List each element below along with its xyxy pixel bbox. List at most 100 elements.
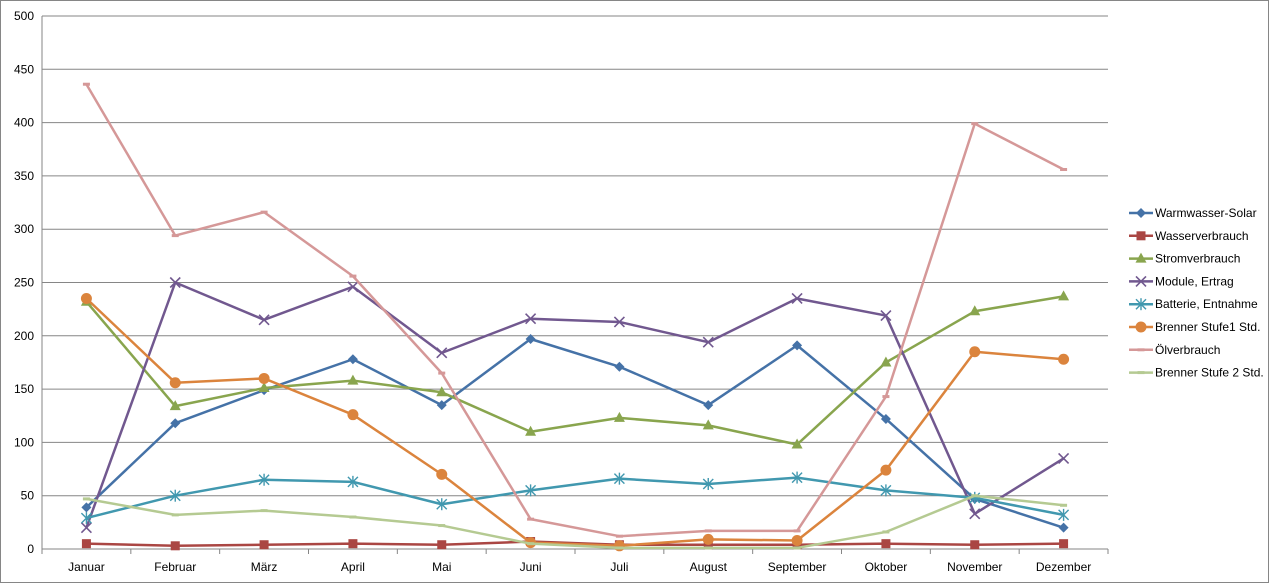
legend-label: Brenner Stufe1 Std.	[1155, 320, 1260, 334]
legend-item: Brenner Stufe1 Std.	[1129, 320, 1260, 334]
gridlines	[42, 15, 1108, 497]
data-point	[258, 314, 270, 326]
series-line	[85, 295, 1064, 446]
data-point	[525, 333, 536, 344]
legend-label: Module, Ertrag	[1155, 274, 1234, 288]
legend-swatch-marker	[1136, 231, 1146, 241]
data-point	[1058, 353, 1070, 365]
data-point	[347, 354, 358, 365]
series-line	[85, 281, 1065, 529]
data-point	[615, 546, 623, 550]
data-point	[880, 464, 892, 476]
legend-swatch-marker	[1136, 208, 1146, 218]
legend: Warmwasser-Solar Wasserverbrauch Stromverb…	[1129, 206, 1264, 380]
x-tick-label: November	[947, 560, 1002, 574]
data-point	[970, 540, 980, 550]
data-point	[791, 438, 803, 449]
y-tick-label: 0	[27, 542, 34, 556]
data-point	[702, 419, 714, 430]
data-point	[436, 400, 447, 411]
data-point	[971, 494, 979, 498]
x-tick-label: Oktober	[865, 560, 908, 574]
data-point	[80, 522, 92, 534]
legend-label: Brenner Stufe 2 Std.	[1155, 366, 1264, 380]
data-point	[527, 542, 535, 546]
x-tick-label: April	[341, 560, 365, 574]
data-point	[793, 529, 801, 533]
data-point	[347, 281, 359, 293]
legend-label: Warmwasser-Solar	[1155, 206, 1257, 220]
y-tick-label: 350	[14, 169, 34, 183]
data-point	[81, 539, 91, 549]
legend-swatch-marker	[1135, 298, 1147, 311]
axes: 0 50 100 150 200 250 300 350 400 450 500 Januar Febr…	[14, 9, 1109, 574]
legend-label: Wasserverbrauch	[1155, 229, 1249, 243]
data-point	[703, 400, 714, 411]
x-tick-label: September	[768, 560, 827, 574]
series-7	[82, 494, 1068, 550]
y-tick-label: 250	[14, 276, 34, 290]
data-point	[169, 489, 181, 502]
data-point	[613, 411, 625, 422]
data-point	[704, 529, 712, 533]
data-point	[169, 377, 181, 389]
data-point	[436, 498, 448, 511]
series-0	[81, 333, 1069, 533]
data-point	[259, 540, 269, 550]
legend-item: Stromverbrauch	[1129, 252, 1240, 266]
data-point	[613, 472, 625, 485]
data-point	[258, 473, 270, 486]
data-point	[880, 484, 892, 497]
data-point	[436, 468, 448, 480]
data-point	[793, 546, 801, 550]
data-point	[881, 539, 891, 549]
data-point	[436, 386, 448, 397]
data-point	[171, 513, 179, 517]
data-point	[1058, 290, 1070, 301]
data-point	[702, 336, 714, 348]
legend-swatch-marker	[1137, 348, 1145, 352]
data-point	[349, 274, 357, 278]
series-line	[86, 494, 1064, 550]
y-tick-label: 300	[14, 222, 34, 236]
series-line	[85, 83, 1065, 538]
x-tick-label: Februar	[154, 560, 196, 574]
legend-item: Warmwasser-Solar	[1129, 206, 1257, 220]
data-point	[258, 382, 270, 393]
series-line	[85, 297, 1064, 548]
data-point	[171, 234, 179, 238]
data-point	[347, 374, 359, 385]
x-tick-label: Juli	[610, 560, 628, 574]
data-point	[347, 475, 359, 488]
data-point	[169, 276, 181, 289]
data-point	[969, 346, 981, 358]
legend-label: Stromverbrauch	[1155, 252, 1240, 266]
data-point	[1059, 539, 1069, 549]
data-point	[882, 530, 890, 534]
data-point	[80, 292, 92, 304]
legend-swatch-marker	[1137, 371, 1145, 375]
data-point	[613, 540, 625, 552]
x-tick-label: Januar	[68, 560, 105, 574]
data-point	[260, 210, 268, 214]
data-point	[702, 477, 714, 490]
legend-swatch-marker	[1135, 275, 1147, 287]
x-tick-label: Mai	[432, 560, 451, 574]
data-point	[525, 313, 537, 325]
legend-label: Ölverbrauch	[1155, 343, 1220, 357]
data-point	[615, 534, 623, 538]
legend-item: Wasserverbrauch	[1129, 229, 1249, 243]
x-tick-label: März	[251, 560, 278, 574]
series-4	[80, 471, 1070, 525]
data-point	[882, 395, 890, 399]
legend-item: Module, Ertrag	[1129, 274, 1234, 288]
data-point	[613, 316, 625, 328]
data-point	[437, 540, 447, 550]
series-line	[86, 476, 1064, 520]
data-point	[1058, 508, 1070, 521]
y-tick-label: 450	[14, 62, 34, 76]
data-point	[260, 509, 268, 513]
data-point	[614, 361, 625, 372]
data-point	[80, 512, 92, 525]
legend-swatch-marker	[1135, 252, 1147, 263]
